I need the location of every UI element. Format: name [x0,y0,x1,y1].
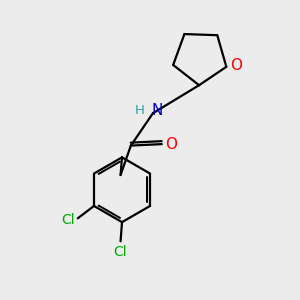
Text: Cl: Cl [61,213,75,227]
Text: O: O [165,136,177,152]
Text: O: O [230,58,242,73]
Text: N: N [152,103,163,118]
Text: Cl: Cl [114,245,128,260]
Text: H: H [135,104,145,117]
